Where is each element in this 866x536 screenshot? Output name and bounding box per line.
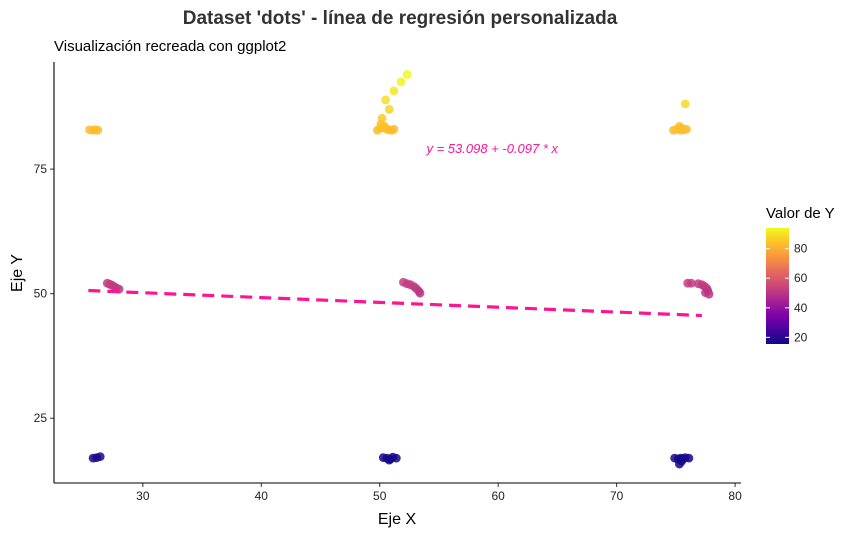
data-point <box>677 456 687 466</box>
data-point <box>389 86 399 96</box>
x-tick-label: 60 <box>492 489 506 503</box>
legend-tick-label: 80 <box>794 242 808 256</box>
data-point <box>402 70 412 79</box>
data-point <box>93 125 103 135</box>
data-points <box>85 70 714 469</box>
legend-tick-label: 40 <box>794 301 808 315</box>
data-point <box>376 119 386 129</box>
regression-equation-label: y = 53.098 + -0.097 * x <box>425 141 558 156</box>
data-point <box>704 289 714 299</box>
data-point <box>384 455 394 465</box>
color-legend: Valor de Y 20 40 60 80 <box>766 205 835 344</box>
data-point <box>384 104 394 114</box>
legend-tick-label: 60 <box>794 271 808 285</box>
data-point <box>391 453 401 463</box>
chart-title: Dataset 'dots' - línea de regresión pers… <box>183 8 618 29</box>
regression-layer: y = 53.098 + -0.097 * x <box>88 141 702 318</box>
regression-line <box>88 288 702 318</box>
data-point <box>381 95 391 105</box>
legend-ticks: 20 40 60 80 <box>766 242 808 344</box>
legend-tick-label: 20 <box>794 330 808 344</box>
y-axis-title: Eje Y <box>9 254 26 292</box>
axis-ticks: 30 40 50 60 70 80 25 50 75 <box>34 162 742 503</box>
y-tick-label: 25 <box>34 411 48 425</box>
data-point <box>686 278 696 288</box>
data-point <box>95 452 105 461</box>
data-point <box>676 125 685 135</box>
x-tick-label: 40 <box>255 489 269 503</box>
legend-colorbar <box>766 228 789 344</box>
x-tick-label: 80 <box>728 489 742 503</box>
data-point <box>684 453 694 463</box>
y-tick-label: 75 <box>34 162 48 176</box>
data-point <box>680 99 690 109</box>
x-tick-label: 30 <box>136 489 150 503</box>
x-tick-label: 70 <box>610 489 624 503</box>
x-axis-title: Eje X <box>378 511 417 528</box>
x-tick-label: 50 <box>373 489 387 503</box>
data-point <box>396 77 406 87</box>
data-point <box>415 288 425 298</box>
legend-title: Valor de Y <box>766 205 835 222</box>
chart-subtitle: Visualización recreada con ggplot2 <box>54 38 286 55</box>
data-point <box>389 124 399 134</box>
y-tick-label: 50 <box>34 287 48 301</box>
